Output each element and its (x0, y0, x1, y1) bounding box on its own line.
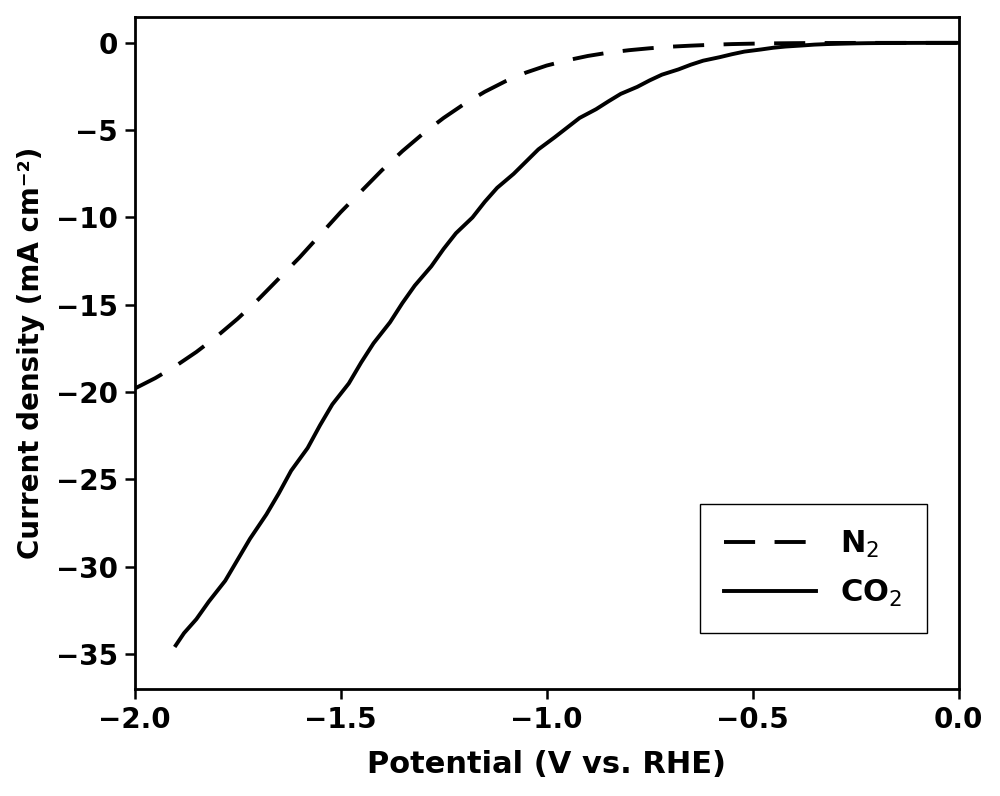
Legend: N$_2$, CO$_2$: N$_2$, CO$_2$ (700, 504, 927, 634)
Y-axis label: Current density (mA cm⁻²): Current density (mA cm⁻²) (17, 146, 45, 559)
X-axis label: Potential (V vs. RHE): Potential (V vs. RHE) (367, 751, 726, 779)
